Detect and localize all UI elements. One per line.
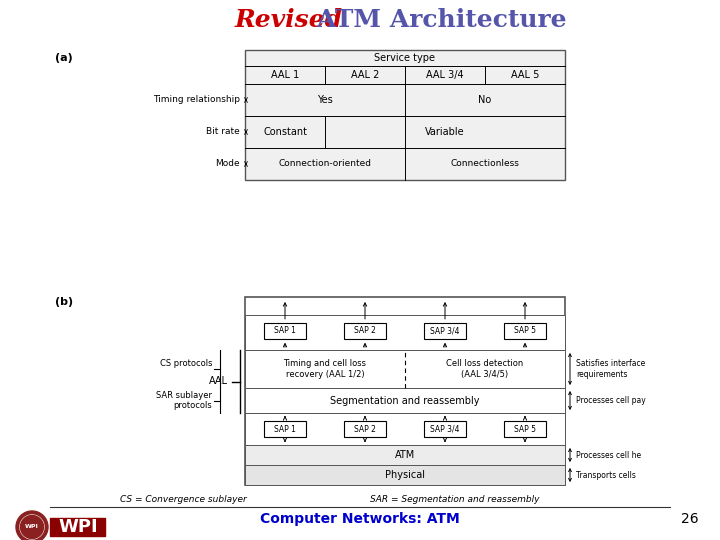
Text: Service type: Service type [374, 53, 436, 63]
Text: SAP 1: SAP 1 [274, 326, 296, 335]
Text: AAL 3/4: AAL 3/4 [426, 70, 464, 80]
Text: ATM Architecture: ATM Architecture [308, 8, 567, 32]
Bar [245, 50, 565, 180]
Text: Cell loss detection
(AAL 3/4/5): Cell loss detection (AAL 3/4/5) [446, 359, 523, 379]
Text: CS = Convergence sublayer: CS = Convergence sublayer [120, 496, 247, 504]
Text: SAP 3/4: SAP 3/4 [431, 424, 460, 434]
Text: SAP 1: SAP 1 [274, 424, 296, 434]
Bar [245, 413, 565, 445]
Text: AAL 5: AAL 5 [510, 70, 539, 80]
Circle shape [16, 511, 48, 540]
Text: No: No [478, 95, 492, 105]
Text: Transports cells: Transports cells [576, 470, 636, 480]
Bar [50, 518, 105, 536]
Text: Mode: Mode [215, 159, 240, 168]
Text: SAP 5: SAP 5 [514, 424, 536, 434]
Text: Yes: Yes [317, 95, 333, 105]
Text: AAL 2: AAL 2 [351, 70, 379, 80]
Text: Timing and cell loss
recovery (AAL 1/2): Timing and cell loss recovery (AAL 1/2) [284, 359, 366, 379]
Bar [245, 465, 565, 485]
Bar [344, 421, 386, 437]
Bar [344, 323, 386, 339]
Text: ATM: ATM [395, 450, 415, 460]
Text: Connectionless: Connectionless [451, 159, 519, 168]
Text: SAP 3/4: SAP 3/4 [431, 326, 460, 335]
Text: WPI: WPI [25, 524, 39, 530]
Text: WPI: WPI [58, 518, 98, 536]
Bar [245, 315, 565, 350]
Text: SAR = Segmentation and reassembly: SAR = Segmentation and reassembly [370, 496, 539, 504]
Text: Revised: Revised [235, 8, 343, 32]
Text: Connection-oriented: Connection-oriented [279, 159, 372, 168]
Text: Timing relationship: Timing relationship [153, 96, 240, 105]
Bar [245, 445, 565, 465]
Text: AAL 1: AAL 1 [271, 70, 299, 80]
Bar [264, 323, 306, 339]
Text: Satisfies interface
requirements: Satisfies interface requirements [576, 359, 645, 379]
Circle shape [20, 515, 44, 539]
Circle shape [20, 516, 43, 538]
Text: SAP 5: SAP 5 [514, 326, 536, 335]
Text: Constant: Constant [263, 127, 307, 137]
Text: AAL: AAL [209, 376, 228, 387]
Text: 26: 26 [681, 512, 699, 526]
Bar [245, 297, 565, 485]
Text: Bit rate: Bit rate [206, 127, 240, 137]
Text: SAP 2: SAP 2 [354, 424, 376, 434]
Bar [424, 323, 466, 339]
Text: (a): (a) [55, 53, 73, 63]
Text: Processes cell he: Processes cell he [576, 450, 641, 460]
Bar [504, 421, 546, 437]
Text: Physical: Physical [385, 470, 425, 480]
Text: CS protocols: CS protocols [160, 359, 212, 368]
Text: SAR sublayer
protocols: SAR sublayer protocols [156, 391, 212, 410]
Bar [504, 323, 546, 339]
Text: Computer Networks: ATM: Computer Networks: ATM [260, 512, 460, 526]
Bar [424, 421, 466, 437]
Text: Processes cell pay: Processes cell pay [576, 396, 646, 405]
Text: (b): (b) [55, 297, 73, 307]
Bar [245, 388, 565, 413]
Bar [245, 350, 565, 388]
Text: SAP 2: SAP 2 [354, 326, 376, 335]
Text: Variable: Variable [426, 127, 465, 137]
Bar [264, 421, 306, 437]
Text: Segmentation and reassembly: Segmentation and reassembly [330, 395, 480, 406]
